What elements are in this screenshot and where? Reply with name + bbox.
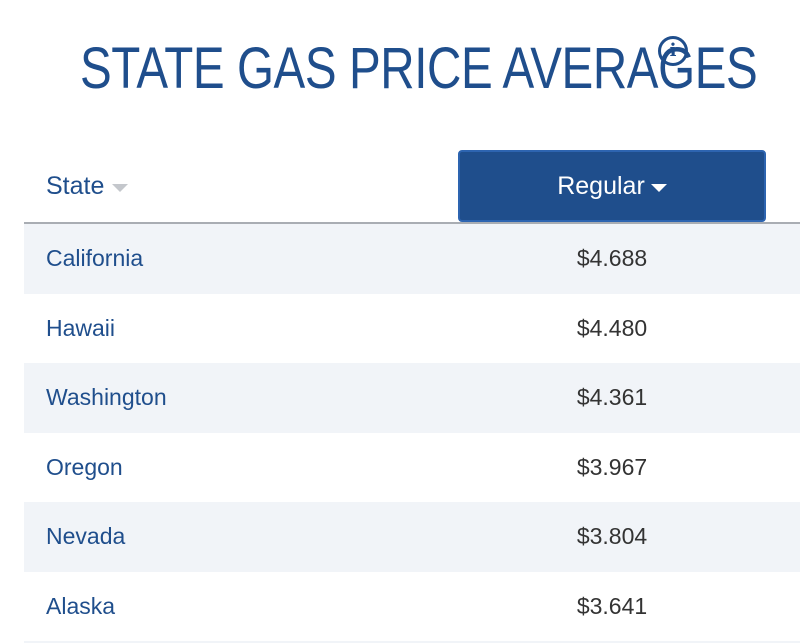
regular-price: $3.804 [576,523,648,550]
state-link[interactable]: Alaska [46,592,116,619]
regular-price: $4.361 [576,384,648,411]
table-row: Alaska $3.641 [24,572,800,642]
table-row: Oregon $3.967 [24,433,800,503]
state-link[interactable]: Hawaii [46,314,116,341]
sort-caret-down-icon [112,184,129,192]
regular-column-label: Regular [557,171,645,200]
regular-price: $3.967 [576,453,648,480]
info-icon[interactable]: i [658,36,688,66]
regular-price: $3.641 [576,592,648,619]
table-row: California $4.688 [24,224,800,294]
gas-price-table: State Regular California $4.688 Hawaii $… [24,150,800,643]
regular-column-header[interactable]: Regular [458,150,766,222]
page-title: STATE GAS PRICE AVERAGES [80,36,758,101]
state-link[interactable]: Washington [46,384,167,411]
sort-caret-down-icon [650,183,667,192]
table-header-row: State Regular [24,150,800,224]
title-area: STATE GAS PRICE AVERAGES i [80,34,800,104]
state-link[interactable]: Nevada [46,523,126,550]
state-link[interactable]: California [46,245,144,272]
state-column-label: State [46,172,105,200]
table-row: Hawaii $4.480 [24,294,800,364]
regular-price: $4.688 [576,245,648,272]
table-row: Washington $4.361 [24,363,800,433]
table-row: Nevada $3.804 [24,502,800,572]
regular-price: $4.480 [576,314,648,341]
table-row-partial [24,641,800,643]
state-column-header[interactable]: State [46,172,129,201]
state-link[interactable]: Oregon [46,453,123,480]
